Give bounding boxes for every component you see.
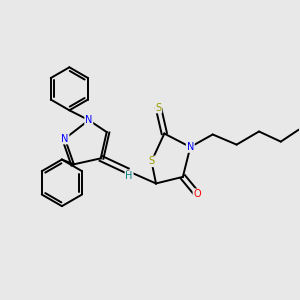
Text: H: H bbox=[125, 171, 133, 181]
Text: N: N bbox=[187, 142, 194, 152]
Text: N: N bbox=[61, 134, 69, 144]
Text: S: S bbox=[155, 103, 161, 112]
Text: S: S bbox=[148, 156, 154, 166]
Text: O: O bbox=[194, 189, 201, 199]
Text: N: N bbox=[85, 115, 92, 125]
